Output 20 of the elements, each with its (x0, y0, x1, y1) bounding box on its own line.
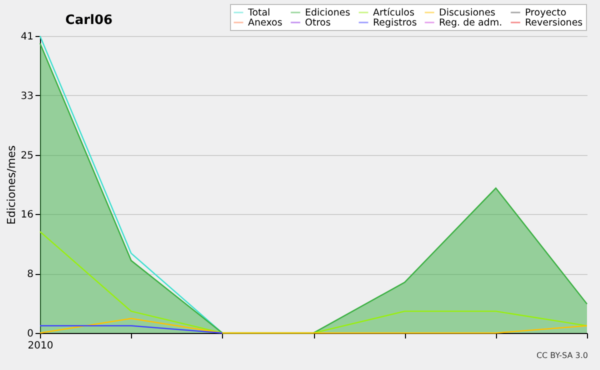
legend-label: Ediciones (305, 8, 350, 18)
legend-label: Discusiones (439, 8, 496, 18)
y-tick-label: 16 (20, 210, 34, 221)
legend-label: Otros (305, 18, 331, 28)
legend-label: Anexos (248, 18, 282, 28)
legend-label: Artículos (373, 8, 414, 18)
legend-label: Registros (373, 18, 417, 28)
y-tick-label: 33 (20, 90, 34, 102)
legend-label: Total (247, 8, 270, 18)
y-axis-title: Ediciones/mes (4, 145, 18, 225)
chart-title: Carl06 (65, 13, 113, 28)
y-tick-label: 0 (27, 328, 34, 340)
y-tick-label: 25 (20, 150, 34, 162)
x-tick-label: 2010 (28, 340, 54, 352)
text: CC BY-SA 3.0 (536, 351, 588, 360)
legend-label: Reg. de adm. (439, 18, 502, 28)
legend-label: Proyecto (525, 8, 566, 18)
legend-label: Reversiones (525, 18, 583, 28)
y-tick-label: 41 (20, 32, 34, 42)
y-tick-label: 8 (27, 269, 34, 280)
